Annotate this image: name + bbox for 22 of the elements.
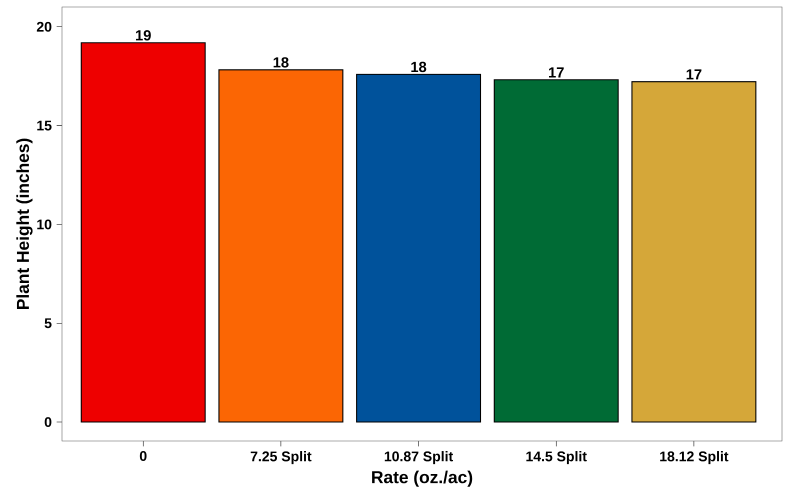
- bar: [631, 81, 756, 423]
- y-tick-label: 0: [44, 417, 52, 427]
- x-tick-label: 7.25 Split: [250, 451, 312, 464]
- data-label: 18: [411, 62, 426, 72]
- x-tick-label: 14.5 Split: [526, 451, 587, 464]
- y-axis-title: Plant Height (inches): [16, 138, 33, 310]
- bar: [218, 69, 344, 423]
- data-label: 18: [274, 57, 289, 68]
- y-tick-label: 10: [37, 219, 52, 230]
- y-tick-label: 15: [37, 120, 52, 130]
- bar: [494, 79, 619, 423]
- bar: [356, 74, 482, 423]
- x-tick-label: 18.12 Split: [660, 451, 728, 464]
- y-tick-label: 20: [36, 22, 52, 32]
- bar: [80, 42, 206, 423]
- x-tick-label: 10.87 Split: [384, 451, 454, 464]
- data-label: 17: [686, 69, 702, 80]
- x-tick-label: 0: [140, 451, 147, 461]
- data-label: 19: [136, 30, 151, 41]
- y-tick-label: 5: [44, 318, 52, 328]
- x-axis-title: Rate (oz./ac): [372, 470, 472, 487]
- data-label: 17: [548, 67, 564, 78]
